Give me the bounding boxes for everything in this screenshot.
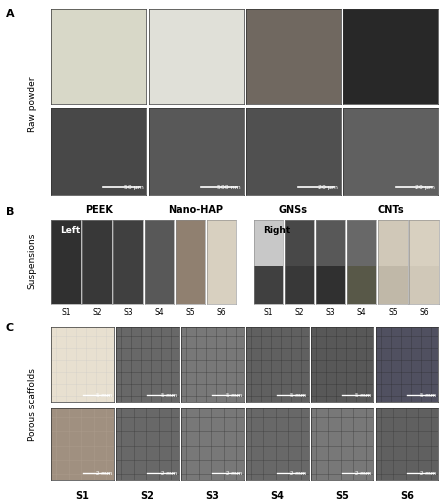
- Text: S6: S6: [400, 491, 414, 500]
- Text: S4: S4: [154, 308, 164, 317]
- Text: CNTs: CNTs: [377, 205, 404, 215]
- Text: S6: S6: [217, 308, 227, 317]
- Text: Suspensions: Suspensions: [28, 233, 37, 289]
- Text: 5 mm: 5 mm: [420, 393, 437, 398]
- Text: 2 mm: 2 mm: [355, 471, 372, 476]
- Text: S2: S2: [295, 308, 304, 317]
- Text: S3: S3: [123, 308, 133, 317]
- Text: S1: S1: [76, 491, 89, 500]
- Text: S1: S1: [263, 308, 273, 317]
- Text: Left: Left: [61, 226, 81, 235]
- Text: B: B: [6, 207, 14, 217]
- Text: S2: S2: [92, 308, 102, 317]
- Text: S5: S5: [388, 308, 398, 317]
- Text: 20 μm: 20 μm: [416, 186, 436, 190]
- Text: S5: S5: [186, 308, 195, 317]
- Text: S3: S3: [326, 308, 336, 317]
- Text: 5 mm: 5 mm: [161, 393, 177, 398]
- Text: 5 mm: 5 mm: [291, 393, 307, 398]
- Text: Nano-HAP: Nano-HAP: [169, 205, 223, 215]
- Text: 20 μm: 20 μm: [318, 186, 338, 190]
- Text: Porous scaffolds: Porous scaffolds: [28, 368, 37, 442]
- Text: S4: S4: [357, 308, 367, 317]
- Bar: [254, 266, 283, 304]
- Text: A: A: [6, 9, 14, 19]
- Text: S3: S3: [205, 491, 219, 500]
- Text: GNSs: GNSs: [279, 205, 308, 215]
- Bar: [347, 266, 376, 304]
- Text: S4: S4: [270, 491, 284, 500]
- Text: 2 mm: 2 mm: [161, 471, 177, 476]
- Bar: [409, 266, 439, 304]
- Text: 2 mm: 2 mm: [291, 471, 307, 476]
- Bar: [316, 266, 345, 304]
- Bar: [285, 266, 314, 304]
- Text: S5: S5: [335, 491, 349, 500]
- Text: 2 mm: 2 mm: [420, 471, 437, 476]
- Text: 5 mm: 5 mm: [355, 393, 372, 398]
- Text: 5 mm: 5 mm: [96, 393, 112, 398]
- Text: PEEK: PEEK: [85, 205, 113, 215]
- Text: C: C: [6, 324, 14, 334]
- Text: 500 nm: 500 nm: [217, 186, 241, 190]
- Text: Raw powder: Raw powder: [28, 76, 37, 132]
- Text: Right: Right: [263, 226, 290, 235]
- Text: S6: S6: [419, 308, 429, 317]
- Text: 5 mm: 5 mm: [226, 393, 242, 398]
- Text: 2 mm: 2 mm: [96, 471, 112, 476]
- Bar: [378, 266, 408, 304]
- Text: S1: S1: [61, 308, 71, 317]
- Text: S2: S2: [141, 491, 154, 500]
- Text: 2 mm: 2 mm: [226, 471, 242, 476]
- Text: 50 μm: 50 μm: [124, 186, 143, 190]
